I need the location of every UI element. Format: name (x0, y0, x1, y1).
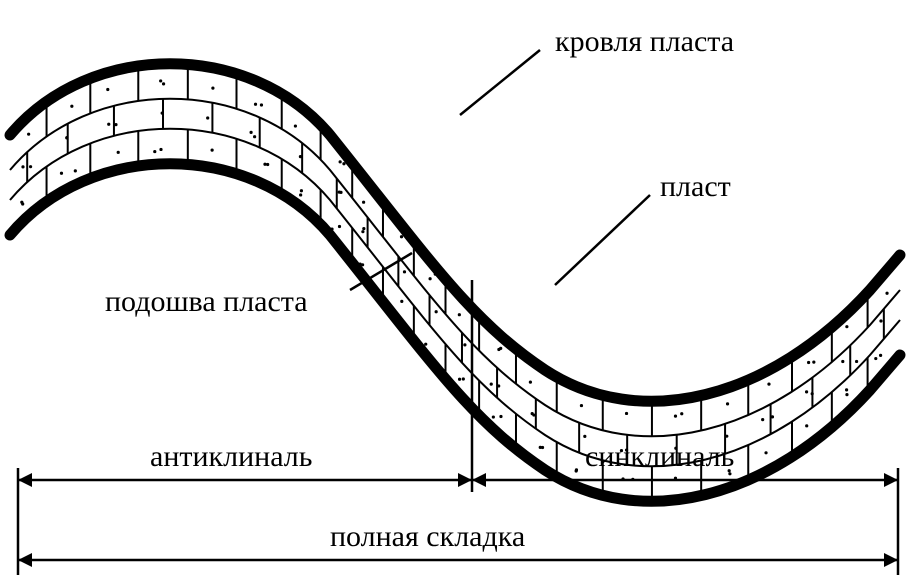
label-sole: подошва пласта (105, 285, 308, 319)
label-syncline: синклиналь (585, 440, 734, 474)
label-stratum: пласт (660, 170, 731, 204)
label-fullfold: полная складка (330, 520, 525, 554)
label-anticline: антиклиналь (150, 440, 312, 474)
label-roof: кровля пласта (555, 25, 734, 59)
geology-fold-diagram: { "labels": { "roof": "кровля пласта", "… (0, 0, 918, 587)
